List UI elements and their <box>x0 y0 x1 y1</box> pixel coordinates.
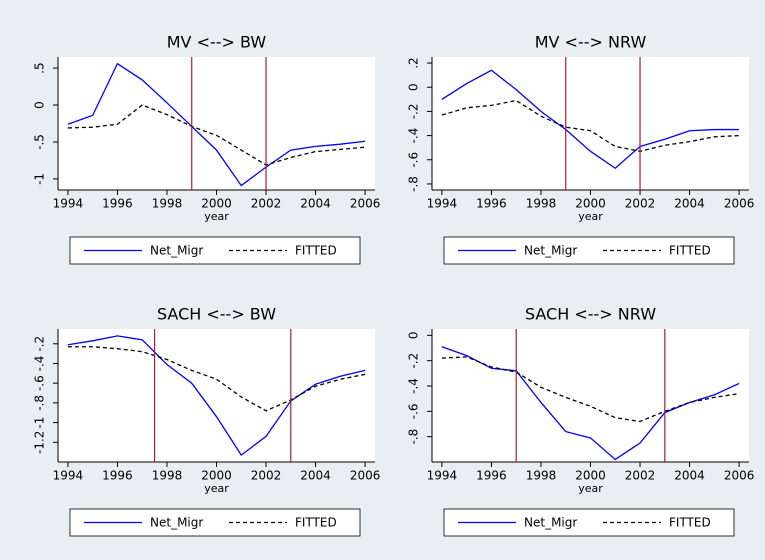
panel-title: MV <--> NRW <box>535 33 647 52</box>
series-line <box>67 346 366 412</box>
panel-title: SACH <--> BW <box>157 305 276 324</box>
x-tick-label: 1994 <box>427 469 458 483</box>
x-tick-label: 2006 <box>350 469 381 483</box>
x-tick-label: 2000 <box>201 469 232 483</box>
series-line <box>67 335 366 457</box>
y-tick-label: 0 <box>33 101 47 109</box>
x-tick-label: 2002 <box>251 469 282 483</box>
series-line <box>67 104 366 166</box>
legend-label: Net_Migr <box>524 244 577 258</box>
x-tick-label: 1994 <box>53 469 84 483</box>
x-tick-label: 1998 <box>526 469 557 483</box>
legend-label: FITTED <box>669 244 711 258</box>
plot-area <box>432 329 749 462</box>
plot-area <box>58 57 375 190</box>
x-axis-label: year <box>204 482 229 495</box>
x-tick-label: 1994 <box>427 197 458 211</box>
x-tick-label: 1996 <box>476 197 507 211</box>
y-tick-label: -.2 <box>407 353 421 369</box>
x-tick-label: 1998 <box>152 469 183 483</box>
y-tick-label: -.2 <box>407 104 421 120</box>
x-tick-label: 2004 <box>674 197 705 211</box>
panel-title: MV <--> BW <box>167 33 267 52</box>
series-line <box>441 69 740 170</box>
x-axis-label: year <box>578 482 603 495</box>
y-tick-label: -1.2 <box>33 431 47 454</box>
x-tick-label: 2002 <box>625 197 656 211</box>
y-tick-label: -.4 <box>407 128 421 144</box>
y-tick-label: -.8 <box>33 395 47 411</box>
y-tick-label: -1 <box>33 417 47 429</box>
x-tick-label: 2000 <box>575 469 606 483</box>
x-tick-label: 1994 <box>53 197 84 211</box>
y-tick-label: -.5 <box>33 134 47 150</box>
x-axis-label: year <box>578 210 603 223</box>
legend-label: FITTED <box>295 516 337 530</box>
x-tick-label: 2006 <box>350 197 381 211</box>
x-tick-label: 2004 <box>300 197 331 211</box>
plot-area <box>58 329 375 462</box>
series-line <box>441 99 740 152</box>
x-tick-label: 2000 <box>575 197 606 211</box>
x-tick-label: 1996 <box>476 469 507 483</box>
panel-title: SACH <--> NRW <box>525 305 656 324</box>
x-tick-label: 1996 <box>102 469 133 483</box>
y-tick-label: -.8 <box>407 429 421 445</box>
x-tick-label: 2006 <box>724 197 755 211</box>
x-tick-label: 2004 <box>300 469 331 483</box>
x-tick-label: 1996 <box>102 197 133 211</box>
x-tick-label: 1998 <box>152 197 183 211</box>
x-tick-label: 2004 <box>674 469 705 483</box>
y-tick-label: -.2 <box>33 336 47 352</box>
series-line <box>441 356 740 423</box>
y-tick-label: -.6 <box>407 403 421 419</box>
y-tick-label: -1 <box>33 173 47 185</box>
x-tick-label: 2002 <box>625 469 656 483</box>
legend-label: Net_Migr <box>150 244 203 258</box>
legend-label: Net_Migr <box>150 516 203 530</box>
y-tick-label: -.8 <box>407 176 421 192</box>
plot-area <box>432 57 749 190</box>
series-line <box>441 346 740 461</box>
y-tick-label: 0 <box>407 332 421 340</box>
x-tick-label: 1998 <box>526 197 557 211</box>
y-tick-label: -.4 <box>407 378 421 394</box>
x-axis-label: year <box>204 210 229 223</box>
y-tick-label: 0 <box>407 83 421 91</box>
legend-box <box>69 236 361 265</box>
series-line <box>67 62 366 187</box>
legend-label: FITTED <box>295 244 337 258</box>
x-tick-label: 2000 <box>201 197 232 211</box>
legend-label: Net_Migr <box>524 516 577 530</box>
y-tick-label: -.4 <box>33 356 47 372</box>
y-tick-label: .2 <box>407 57 421 68</box>
y-tick-label: .5 <box>33 62 47 73</box>
y-tick-label: -.6 <box>407 152 421 168</box>
legend-label: FITTED <box>669 516 711 530</box>
x-tick-label: 2006 <box>724 469 755 483</box>
x-tick-label: 2002 <box>251 197 282 211</box>
y-tick-label: -.6 <box>33 375 47 391</box>
